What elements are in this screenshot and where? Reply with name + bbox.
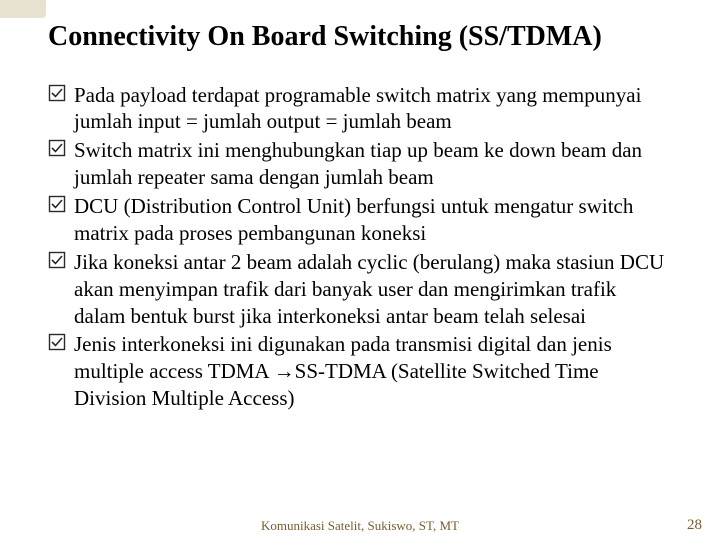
slide-title: Connectivity On Board Switching (SS/TDMA… <box>48 20 672 54</box>
checkbox-icon <box>48 195 66 213</box>
bullet-text: Switch matrix ini menghubungkan tiap up … <box>74 138 642 189</box>
bullet-text: Jika koneksi antar 2 beam adalah cyclic … <box>74 250 664 328</box>
checkbox-icon <box>48 251 66 269</box>
bullet-item: Switch matrix ini menghubungkan tiap up … <box>48 137 672 191</box>
bullet-text: Jenis interkoneksi ini digunakan pada tr… <box>74 332 612 410</box>
bullet-item: Jenis interkoneksi ini digunakan pada tr… <box>48 331 672 412</box>
checkbox-icon <box>48 333 66 351</box>
checkbox-icon <box>48 84 66 102</box>
bullet-list: Pada payload terdapat programable switch… <box>48 82 672 413</box>
bullet-item: Jika koneksi antar 2 beam adalah cyclic … <box>48 249 672 330</box>
page-number: 28 <box>687 517 702 534</box>
checkbox-icon <box>48 139 66 157</box>
slide-footer: Komunikasi Satelit, Sukiswo, ST, MT <box>0 518 720 534</box>
bullet-text: DCU (Distribution Control Unit) berfungs… <box>74 194 633 245</box>
bullet-text: Pada payload terdapat programable switch… <box>74 83 641 134</box>
bullet-item: DCU (Distribution Control Unit) berfungs… <box>48 193 672 247</box>
bullet-item: Pada payload terdapat programable switch… <box>48 82 672 136</box>
slide-container: Connectivity On Board Switching (SS/TDMA… <box>0 0 720 540</box>
